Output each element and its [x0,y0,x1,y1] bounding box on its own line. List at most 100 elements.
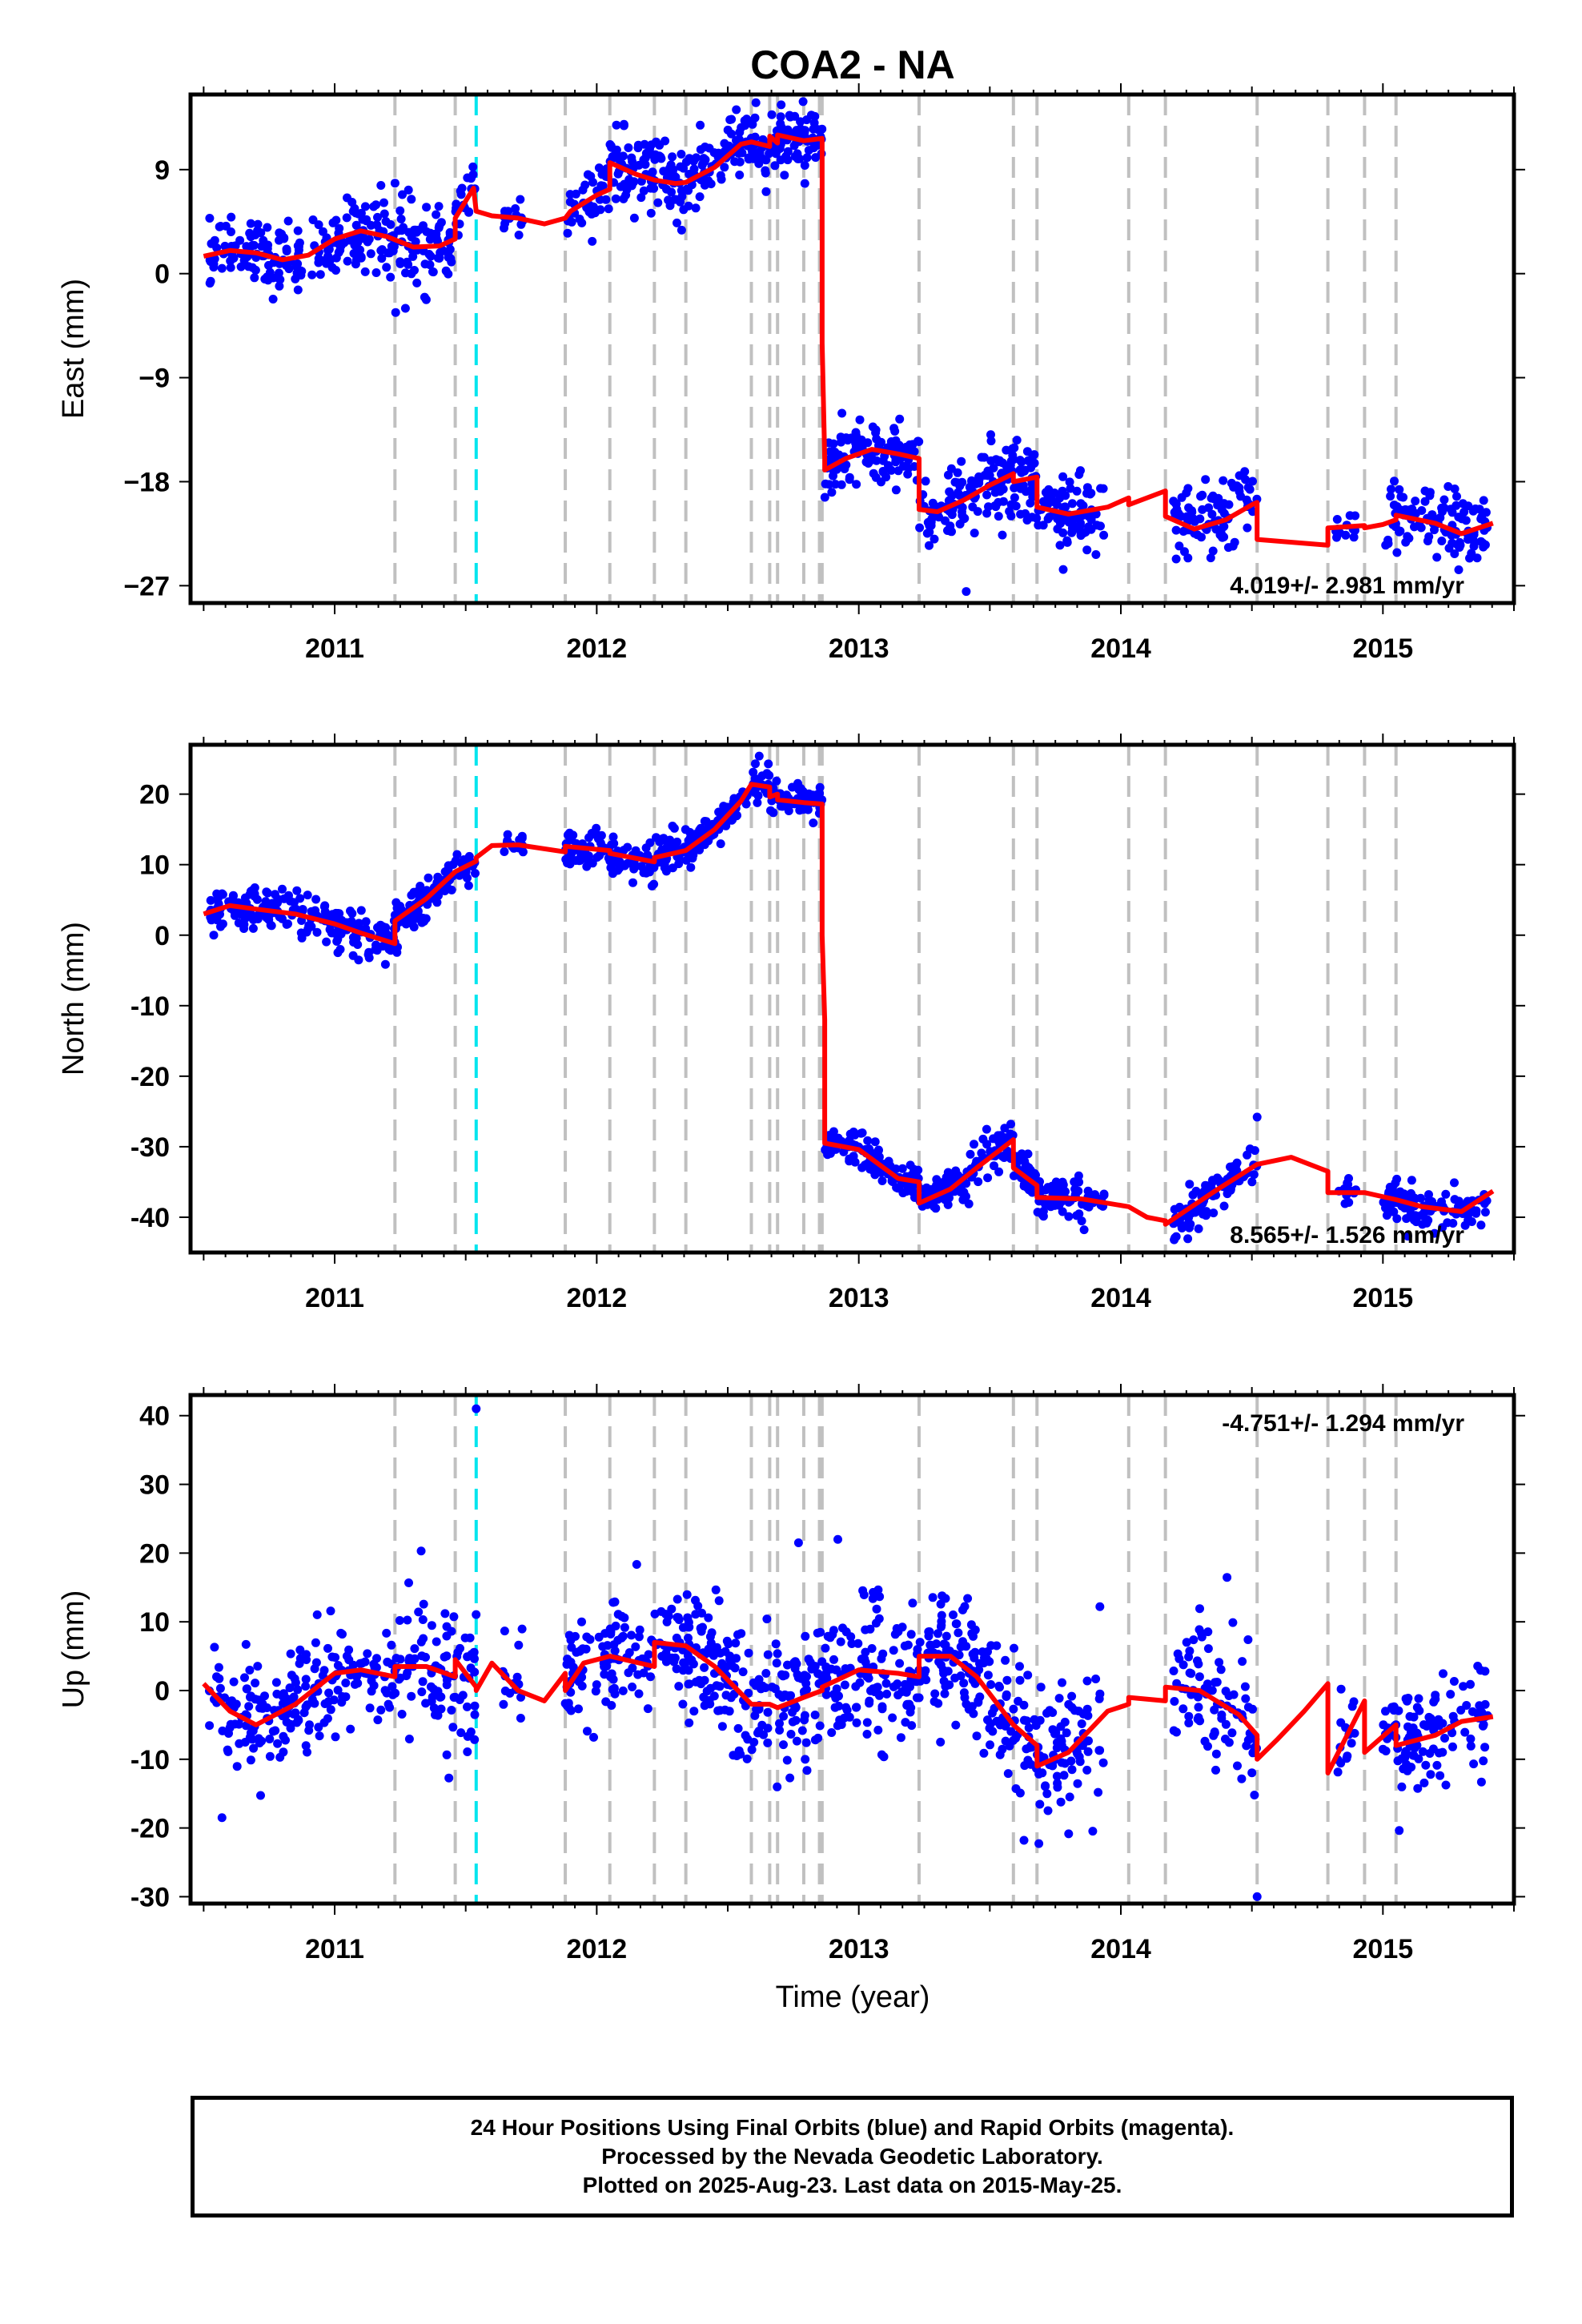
data-point [667,1604,677,1614]
data-point [878,456,888,465]
data-point [1406,1188,1415,1198]
data-point [1033,1208,1042,1217]
data-point [1240,1682,1250,1691]
data-point [907,1721,917,1731]
data-point [253,911,262,921]
data-point [900,1641,909,1651]
data-point [751,98,761,107]
data-point [325,925,335,935]
data-point [401,919,411,929]
data-point [601,1697,611,1707]
data-point [209,259,219,269]
data-point [608,151,618,161]
data-point [886,465,896,475]
data-point [1400,505,1410,515]
data-point [986,436,996,446]
data-point [994,1682,1004,1691]
data-point [432,210,441,219]
data-point [240,1673,249,1683]
data-point [735,127,745,137]
data-point [1198,505,1207,514]
data-point [891,485,901,495]
data-point [977,452,986,462]
data-point [286,1649,295,1659]
data-point [1469,1759,1479,1769]
data-point [946,464,956,473]
data-point [382,930,391,939]
y-tick-label: 10 [139,1607,170,1638]
data-point [1201,475,1211,485]
data-point [1188,1190,1198,1200]
data-point [611,1621,620,1630]
data-point [295,1645,305,1655]
data-point [1248,476,1257,486]
data-point [1064,1829,1074,1839]
data-point [227,212,236,222]
data-point [1332,515,1342,524]
data-point [583,1727,592,1736]
data-point [291,904,301,914]
data-point [1432,1760,1442,1770]
data-point [686,862,696,872]
data-point [583,170,592,179]
data-point [1443,482,1453,491]
data-point [333,1661,343,1670]
data-point [1423,537,1432,545]
data-point [278,884,287,894]
data-point [293,226,303,235]
x-axis-label: Time (year) [776,1980,930,2014]
data-point [360,267,370,276]
data-point [1036,1683,1046,1692]
data-point [1223,1573,1232,1582]
data-point [837,433,846,443]
data-point [609,1683,619,1693]
data-point [802,115,811,125]
data-point [721,1662,731,1671]
data-point [260,1691,269,1701]
data-point [236,262,246,271]
data-point [387,1682,397,1691]
data-point [932,1175,942,1184]
data-point [1180,547,1189,557]
data-point [1022,487,1030,497]
data-point [391,308,400,317]
data-point [941,1682,950,1691]
data-point [386,272,396,282]
data-point [298,905,307,914]
data-point [974,475,984,485]
data-point [456,190,466,199]
data-point [575,856,584,866]
data-point [745,154,754,163]
data-point [661,1610,671,1619]
data-point [342,213,351,223]
data-point [460,1633,470,1642]
data-point [1006,500,1016,509]
data-point [881,1679,891,1688]
data-point [453,1647,463,1657]
data-point [1010,1643,1018,1653]
y-tick-label: 30 [139,1470,170,1501]
data-point [958,477,967,487]
data-point [770,161,780,171]
data-point [1006,1727,1016,1736]
data-point [670,1653,680,1663]
data-point [331,1732,340,1742]
data-point [893,1679,902,1689]
data-point [924,1631,934,1641]
data-point [644,867,654,877]
data-point [1022,447,1032,456]
data-point [396,215,406,223]
data-point [1083,1186,1093,1196]
data-point [865,1696,874,1706]
data-point [422,203,432,212]
data-point [673,218,681,227]
data-point [265,267,275,277]
data-point [870,1687,880,1697]
data-point [646,1672,655,1682]
data-point [563,228,572,238]
data-point [914,1693,924,1703]
data-point [628,878,637,887]
data-point [983,1715,992,1725]
data-point [445,227,455,237]
data-point [801,1631,810,1641]
